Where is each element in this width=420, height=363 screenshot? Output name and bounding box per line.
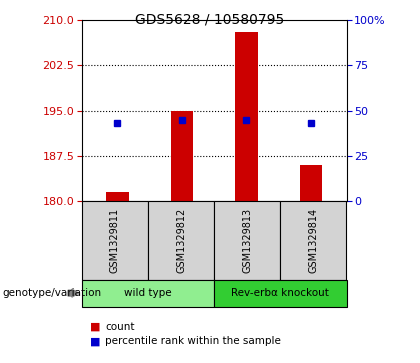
Bar (171, 111, 193, 201)
Text: GSM1329811: GSM1329811 (110, 208, 120, 273)
Text: percentile rank within the sample: percentile rank within the sample (105, 336, 281, 346)
Text: GSM1329814: GSM1329814 (308, 208, 318, 273)
Text: GSM1329813: GSM1329813 (242, 208, 252, 273)
Text: wild type: wild type (124, 288, 172, 298)
Text: GDS5628 / 10580795: GDS5628 / 10580795 (135, 13, 285, 27)
Bar (106, 192, 129, 201)
Bar (235, 32, 258, 201)
Text: ■: ■ (90, 336, 101, 346)
Text: count: count (105, 322, 134, 332)
Text: GSM1329812: GSM1329812 (176, 208, 186, 273)
Text: genotype/variation: genotype/variation (2, 288, 101, 298)
Text: Rev-erbα knockout: Rev-erbα knockout (231, 288, 329, 298)
Bar (300, 165, 322, 201)
Text: ■: ■ (90, 322, 101, 332)
